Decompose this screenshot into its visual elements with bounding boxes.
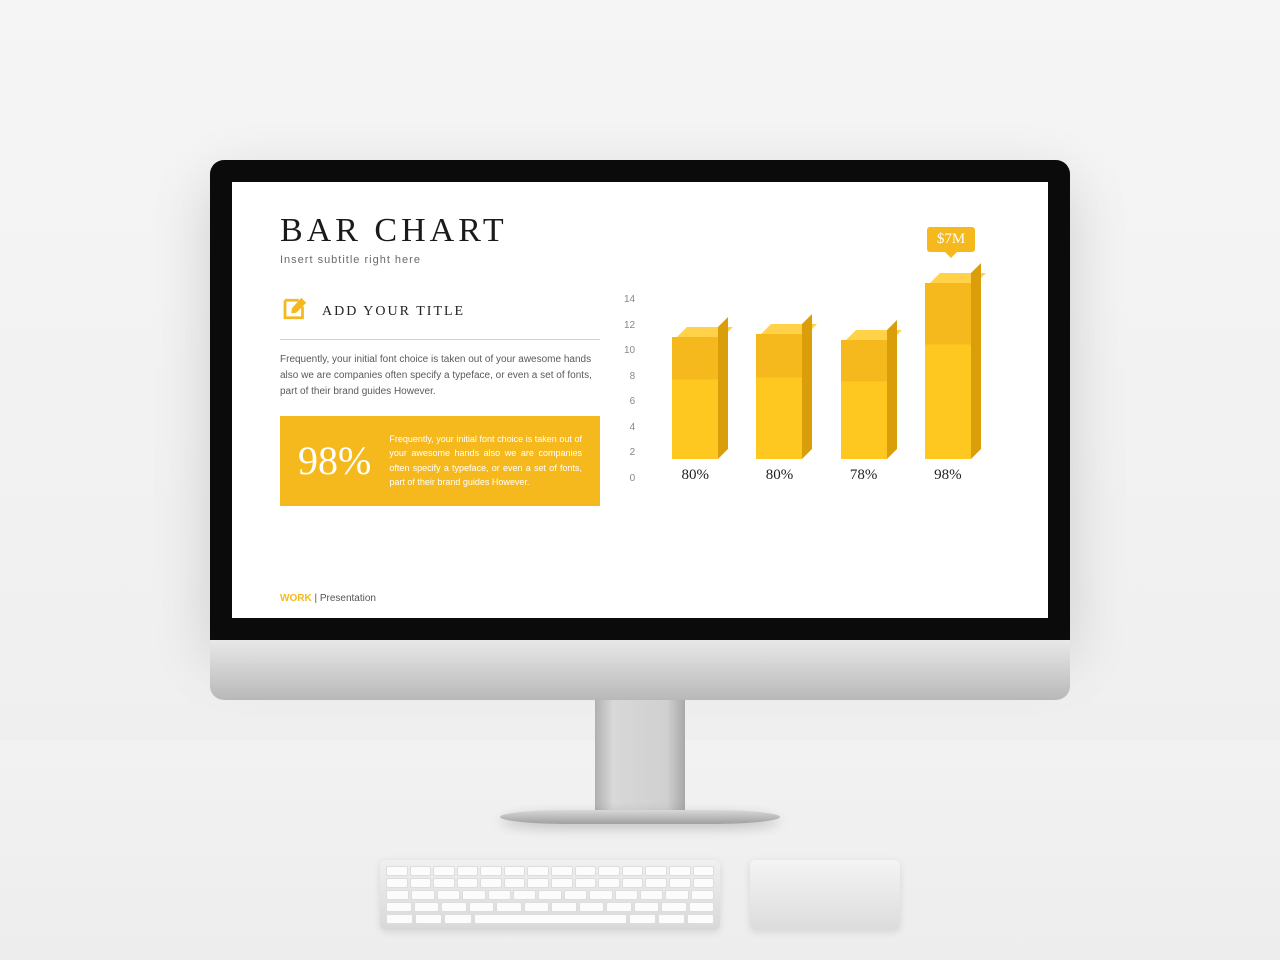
monitor-stand-base xyxy=(500,810,780,824)
section-paragraph: Frequently, your initial font choice is … xyxy=(280,352,600,400)
monitor-stand-neck xyxy=(595,700,685,810)
stat-value: 98% xyxy=(298,437,371,484)
bar-label: 78% xyxy=(850,467,878,484)
slide-footer: WORK | Presentation xyxy=(280,593,376,604)
stat-text: Frequently, your initial font choice is … xyxy=(389,432,582,490)
slide-subtitle: Insert subtitle right here xyxy=(280,254,1000,266)
slide-content: ADD YOUR TITLE Frequently, your initial … xyxy=(280,294,1000,506)
presentation-slide: BAR CHART Insert subtitle right here A xyxy=(232,182,1048,618)
trackpad xyxy=(750,860,900,930)
y-tick: 2 xyxy=(630,447,636,458)
bar: $7M xyxy=(925,273,971,459)
slide-title: BAR CHART xyxy=(280,212,1000,250)
bar-label: 80% xyxy=(766,467,794,484)
y-tick: 12 xyxy=(624,320,635,331)
bar xyxy=(841,330,887,459)
y-tick: 10 xyxy=(624,345,635,356)
y-tick: 8 xyxy=(630,371,636,382)
section-header: ADD YOUR TITLE xyxy=(280,294,600,340)
chart-body: 80%80%78%$7M98% xyxy=(643,294,1000,506)
screen: BAR CHART Insert subtitle right here A xyxy=(232,182,1048,618)
footer-text: | Presentation xyxy=(312,593,376,604)
monitor-chin xyxy=(210,640,1070,700)
bars-container: 80%80%78%$7M98% xyxy=(643,294,1000,484)
bar xyxy=(672,327,718,459)
y-tick: 14 xyxy=(624,294,635,305)
bar-slot: 78% xyxy=(838,330,890,484)
y-axis: 14 12 10 8 6 4 2 0 xyxy=(624,294,643,484)
bar xyxy=(756,324,802,459)
monitor: BAR CHART Insert subtitle right here A xyxy=(210,160,1070,700)
section-title: ADD YOUR TITLE xyxy=(322,304,465,320)
left-column: ADD YOUR TITLE Frequently, your initial … xyxy=(280,294,600,506)
bar-slot: 80% xyxy=(669,327,721,484)
y-tick: 0 xyxy=(630,473,636,484)
bar-label: 80% xyxy=(681,467,709,484)
callout-badge: $7M xyxy=(927,227,975,252)
stat-box: 98% Frequently, your initial font choice… xyxy=(280,416,600,506)
bar-slot: $7M98% xyxy=(922,273,974,484)
y-tick: 6 xyxy=(630,396,636,407)
y-tick: 4 xyxy=(630,422,636,433)
edit-icon xyxy=(280,294,310,329)
bar-slot: 80% xyxy=(753,324,805,484)
bar-label: 98% xyxy=(934,467,962,484)
chart-area: 14121086420 80%80%78%$7M98% xyxy=(624,294,1000,506)
keyboard xyxy=(380,860,720,930)
footer-brand: WORK xyxy=(280,593,312,604)
monitor-bezel: BAR CHART Insert subtitle right here A xyxy=(210,160,1070,640)
